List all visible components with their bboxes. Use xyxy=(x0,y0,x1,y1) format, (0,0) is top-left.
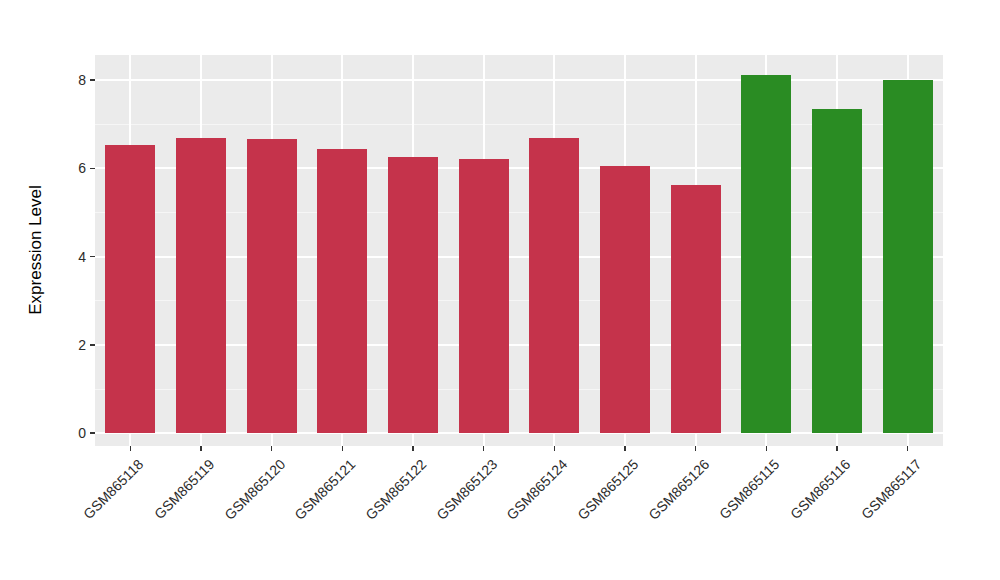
bar-GSM865117 xyxy=(883,80,933,433)
x-tick-label: GSM865119 xyxy=(151,456,217,522)
x-tick-label: GSM865123 xyxy=(433,456,500,523)
y-tick-label: 6 xyxy=(0,161,86,175)
bar-GSM865126 xyxy=(671,185,721,433)
plot-panel xyxy=(95,55,943,446)
x-axis-tick-mark xyxy=(836,446,838,451)
bar-GSM865122 xyxy=(388,157,438,434)
y-axis-tick-mark xyxy=(90,79,95,81)
gridline-major-horizontal xyxy=(95,79,943,81)
bar-GSM865118 xyxy=(105,145,155,433)
bar-GSM865125 xyxy=(600,166,650,433)
x-axis-tick-mark xyxy=(342,446,344,451)
x-tick-label: GSM865120 xyxy=(221,456,288,523)
bar-GSM865124 xyxy=(529,138,579,433)
y-axis-tick-mark xyxy=(90,432,95,434)
x-axis-tick-mark xyxy=(624,446,626,451)
x-tick-label: GSM865124 xyxy=(504,456,571,523)
x-tick-label: GSM865121 xyxy=(292,456,359,523)
bar-GSM865115 xyxy=(741,75,791,433)
x-tick-label: GSM865118 xyxy=(80,456,146,522)
x-tick-label: GSM865116 xyxy=(787,456,853,522)
y-tick-label: 8 xyxy=(0,73,86,87)
x-tick-label: GSM865126 xyxy=(645,456,712,523)
y-axis-tick-mark xyxy=(90,344,95,346)
x-axis-tick-mark xyxy=(130,446,132,451)
bar-GSM865120 xyxy=(247,139,297,433)
x-axis-tick-mark xyxy=(695,446,697,451)
y-axis-tick-mark xyxy=(90,168,95,170)
y-tick-label: 2 xyxy=(0,338,86,352)
x-axis-tick-mark xyxy=(271,446,273,451)
bar-chart-figure: Expression Level 02468GSM865118GSM865119… xyxy=(0,0,1000,580)
x-axis-tick-mark xyxy=(554,446,556,451)
x-axis-tick-mark xyxy=(483,446,485,451)
y-tick-label: 0 xyxy=(0,426,86,440)
x-axis-tick-mark xyxy=(412,446,414,451)
x-axis-tick-mark xyxy=(200,446,202,451)
bar-GSM865119 xyxy=(176,138,226,433)
x-tick-label: GSM865115 xyxy=(716,456,782,522)
bar-GSM865121 xyxy=(317,149,367,433)
x-axis-tick-mark xyxy=(907,446,909,451)
y-axis-tick-mark xyxy=(90,256,95,258)
bar-GSM865116 xyxy=(812,109,862,433)
x-tick-label: GSM865125 xyxy=(574,456,641,523)
x-tick-label: GSM865117 xyxy=(858,456,924,522)
y-tick-label: 4 xyxy=(0,250,86,264)
x-axis-tick-mark xyxy=(766,446,768,451)
x-tick-label: GSM865122 xyxy=(362,456,429,523)
bar-GSM865123 xyxy=(459,159,509,433)
